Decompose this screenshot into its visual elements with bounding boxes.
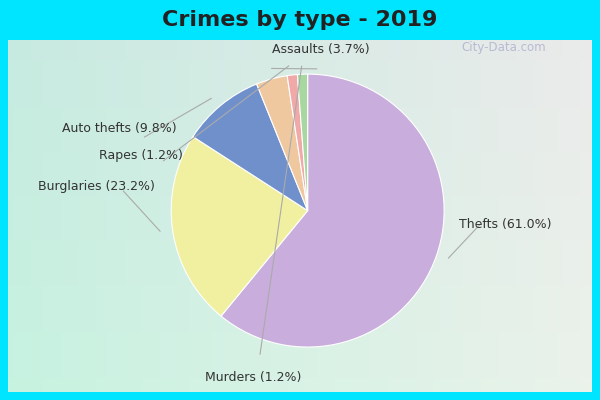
Text: Crimes by type - 2019: Crimes by type - 2019	[163, 10, 437, 30]
Wedge shape	[298, 74, 308, 210]
Wedge shape	[257, 76, 308, 210]
Text: Murders (1.2%): Murders (1.2%)	[205, 370, 301, 384]
Wedge shape	[287, 74, 308, 210]
Text: Rapes (1.2%): Rapes (1.2%)	[99, 150, 183, 162]
Text: Thefts (61.0%): Thefts (61.0%)	[459, 218, 552, 231]
Text: Auto thefts (9.8%): Auto thefts (9.8%)	[62, 122, 176, 135]
Wedge shape	[171, 137, 308, 316]
Text: Burglaries (23.2%): Burglaries (23.2%)	[38, 180, 155, 192]
Text: City-Data.com: City-Data.com	[461, 42, 547, 54]
Text: Assaults (3.7%): Assaults (3.7%)	[272, 43, 370, 56]
Wedge shape	[193, 84, 308, 210]
Wedge shape	[221, 74, 444, 347]
